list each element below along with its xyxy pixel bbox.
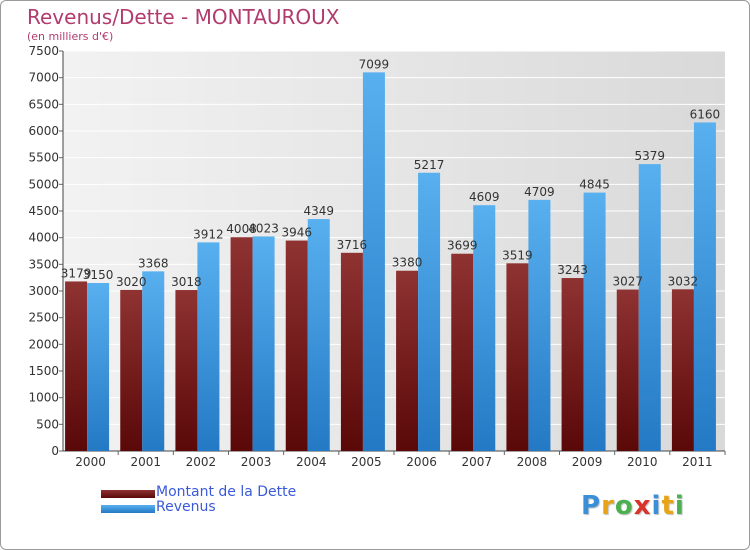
y-tick-label: 2000 xyxy=(28,337,59,351)
logo-letter: x xyxy=(633,491,652,521)
bar-revenus xyxy=(693,122,716,451)
bar-debt xyxy=(506,263,529,451)
data-label-revenus: 3912 xyxy=(193,227,224,241)
y-tick-label: 1000 xyxy=(28,391,59,405)
gridlines xyxy=(63,50,725,452)
bar-revenus xyxy=(197,242,220,451)
y-tick-label: 7000 xyxy=(28,71,59,85)
bar-debt xyxy=(230,237,253,451)
bar-revenus xyxy=(528,199,551,451)
bar-debt xyxy=(285,240,308,451)
bars xyxy=(65,72,716,452)
logo-letter: o xyxy=(614,491,634,521)
data-label-revenus: 4349 xyxy=(303,204,334,218)
data-label-debt: 3243 xyxy=(557,263,588,277)
y-tick-label: 6500 xyxy=(28,97,59,111)
bar-debt xyxy=(671,289,694,451)
logo-letter: i xyxy=(651,491,662,521)
data-label-revenus: 7099 xyxy=(359,57,390,71)
data-label-debt: 3027 xyxy=(612,275,643,289)
y-tick-label: 0 xyxy=(51,444,59,458)
bar-debt xyxy=(616,289,639,451)
proxiti-logo: Proxiti xyxy=(581,491,685,521)
y-tick-label: 4500 xyxy=(28,204,59,218)
data-label-revenus: 3368 xyxy=(138,256,169,270)
data-label-debt: 3946 xyxy=(281,226,312,240)
y-tick-label: 3500 xyxy=(28,257,59,271)
data-label-debt: 3699 xyxy=(447,239,478,253)
bar-debt xyxy=(120,289,143,451)
data-label-revenus: 4709 xyxy=(524,185,555,199)
bar-debt xyxy=(451,253,474,451)
legend-label-revenus: Revenus xyxy=(156,499,216,515)
x-tick-label: 2010 xyxy=(627,455,658,469)
data-label-debt: 3380 xyxy=(392,256,423,270)
bar-revenus xyxy=(252,236,275,451)
bar-revenus xyxy=(418,172,441,451)
legend-swatch-revenus xyxy=(101,505,155,513)
logo-letter: P xyxy=(581,491,602,521)
logo-letter: t xyxy=(661,491,675,521)
logo-letter: r xyxy=(601,491,615,521)
data-label-debt: 3519 xyxy=(502,248,533,262)
bar-debt xyxy=(340,252,363,451)
y-axis-ticks: 0 500 1000 1500 2000 2500 3000 3500 4000 4500 5000… xyxy=(28,44,725,458)
data-label-revenus: 5217 xyxy=(414,158,445,172)
x-axis-ticks: 2000 2001 2002 2003 2004 2005 2006 2007 2008 2009… xyxy=(75,451,726,469)
data-label-debt: 4008 xyxy=(226,222,257,236)
y-tick-label: 4000 xyxy=(28,231,59,245)
x-tick-label: 2004 xyxy=(296,455,327,469)
y-tick-label: 6000 xyxy=(28,124,59,138)
y-tick-label: 2500 xyxy=(28,311,59,325)
x-tick-label: 2001 xyxy=(130,455,161,469)
y-tick-label: 500 xyxy=(36,417,59,431)
data-label-debt: 3716 xyxy=(337,238,368,252)
bar-revenus xyxy=(473,205,496,451)
data-label-revenus: 4845 xyxy=(579,178,610,192)
y-tick-label: 7500 xyxy=(28,44,59,58)
bar-debt xyxy=(65,281,88,451)
y-tick-label: 1500 xyxy=(28,364,59,378)
y-tick-label: 5500 xyxy=(28,151,59,165)
logo-letter: i xyxy=(674,491,685,521)
bar-debt xyxy=(561,278,584,451)
data-label-debt: 3179 xyxy=(61,266,92,280)
bar-revenus xyxy=(142,271,165,451)
x-tick-label: 2002 xyxy=(186,455,217,469)
data-label-debt: 3018 xyxy=(171,275,202,289)
x-tick-label: 2007 xyxy=(461,455,492,469)
data-label-revenus: 5379 xyxy=(634,149,665,163)
x-tick-label: 2005 xyxy=(351,455,382,469)
plot-area xyxy=(63,51,725,451)
y-tick-label: 3000 xyxy=(28,284,59,298)
chart-subtitle: (en milliers d'€) xyxy=(27,30,114,43)
bar-revenus xyxy=(638,164,661,451)
data-label-revenus: 6160 xyxy=(690,107,721,121)
data-label-debt: 3020 xyxy=(116,275,147,289)
y-tick-label: 5000 xyxy=(28,177,59,191)
bar-revenus xyxy=(583,192,606,451)
x-tick-label: 2011 xyxy=(682,455,713,469)
x-tick-label: 2000 xyxy=(75,455,106,469)
x-tick-label: 2009 xyxy=(572,455,603,469)
x-tick-label: 2003 xyxy=(241,455,272,469)
bar-debt xyxy=(396,270,419,451)
bar-debt xyxy=(175,290,198,451)
bar-revenus xyxy=(87,283,110,451)
data-label-debt: 3032 xyxy=(668,274,699,288)
x-tick-label: 2008 xyxy=(517,455,548,469)
legend-label-debt: Montant de la Dette xyxy=(156,484,297,500)
data-label-revenus: 3150 xyxy=(83,268,114,282)
data-label-revenus: 4609 xyxy=(469,190,500,204)
data-label-revenus: 4023 xyxy=(248,221,279,235)
bar-revenus xyxy=(362,72,385,452)
bar-revenus xyxy=(307,219,330,451)
x-tick-label: 2006 xyxy=(406,455,437,469)
plot-background xyxy=(63,51,725,451)
legend-swatch-debt xyxy=(101,490,155,498)
chart-title: Revenus/Dette - MONTAUROUX xyxy=(27,5,340,29)
